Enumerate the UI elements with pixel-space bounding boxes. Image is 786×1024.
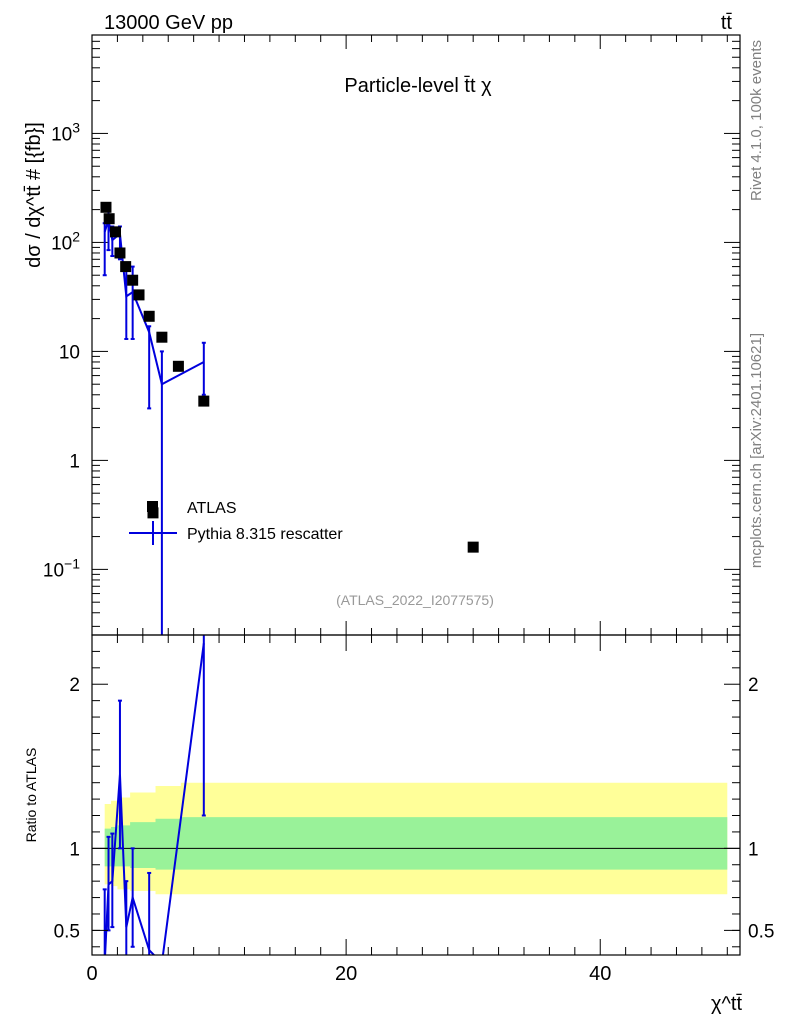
atlas-data-point [467,541,479,553]
x-tick-label: 40 [589,963,611,985]
atlas-data-point [133,289,145,301]
atlas-data-point [127,274,139,286]
main-axis-ticks [91,34,740,635]
main-y-tick-label: 1 [69,451,80,472]
ratio-uncertainty-bands [104,782,728,895]
atlas-data-point [103,213,115,225]
process-label: tt̄ [721,12,733,34]
legend-pythia-label: Pythia 8.315 rescatter [187,526,343,543]
main-y-tick-label: 103 [51,119,80,145]
main-data-marks [100,201,479,635]
ratio-y-tick-label-right: 1 [748,839,759,860]
main-y-axis-label: dσ / dχ^tt̄ # [{fb}] [23,122,45,268]
main-frame [91,34,741,636]
main-tick-labels: 10−1 1 10 102 103 [43,119,80,581]
ratio-y-tick-label-left: 0.5 [54,921,80,942]
ratio-y-tick-label-right: 0.5 [748,921,774,942]
atlas-data-point [172,360,184,372]
x-tick-label: 20 [335,963,357,985]
main-panel: 10−1 1 10 102 103 Particle-level t̄t χ (ATLA… [23,34,741,636]
legend-atlas-label: ATLAS [187,500,237,517]
mcplots-label: mcplots.cern.ch [arXiv:2401.10621] [748,333,765,568]
main-y-tick-label: 10 [59,342,80,363]
ratio-data-marks [102,635,206,955]
atlas-data-point [143,310,155,322]
ratio-y-tick-label-right: 2 [748,675,759,696]
ratio-tick-labels: 0.5 0.51 12 20 20 40 [54,675,775,985]
legend-atlas-marker [147,501,158,512]
atlas-data-point [147,507,159,519]
x-axis-label: χ^tt̄ [711,993,742,1015]
atlas-data-point [198,395,210,407]
x-tick-label: 0 [86,963,97,985]
ratio-panel: 0.5 0.51 12 20 20 40 Ratio to ATLAS χ^tt̄ [23,634,775,1015]
legend: ATLAS Pythia 8.315 rescatter [129,500,343,545]
ratio-y-axis-label: Ratio to ATLAS [23,748,39,843]
ratio-y-tick-label-left: 1 [69,839,80,860]
atlas-data-point [100,201,112,213]
rivet-label: Rivet 4.1.0, 100k events [748,40,765,201]
ratio-frame [91,634,741,956]
ratio-inner-band [104,817,728,870]
analysis-label: (ATLAS_2022_I2077575) [336,592,494,608]
atlas-data-point [156,331,168,343]
main-y-tick-label: 102 [51,228,80,254]
main-title: Particle-level t̄t χ [344,75,492,97]
atlas-data-point [114,247,126,259]
ratio-y-tick-label-left: 2 [69,675,80,696]
energy-label: 13000 GeV pp [104,12,233,34]
main-y-tick-label: 10−1 [43,555,80,581]
atlas-data-point [120,261,132,273]
atlas-data-point [110,226,122,238]
